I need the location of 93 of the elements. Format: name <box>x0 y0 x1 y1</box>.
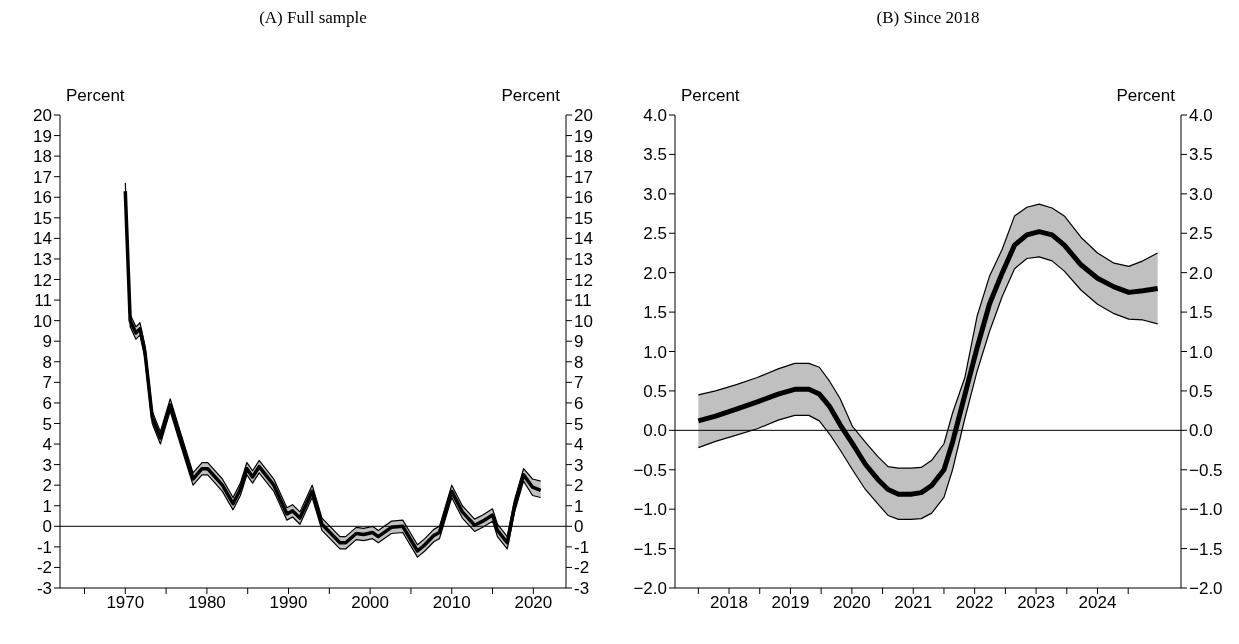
y2-tick-label: 3.0 <box>1189 184 1213 204</box>
y2-tick-label: -2 <box>574 558 590 578</box>
y2-tick-label: 8 <box>574 352 584 372</box>
y-tick-label: 6 <box>42 393 52 413</box>
y2-tick-label: 16 <box>574 188 593 208</box>
y-tick-label: 3.0 <box>643 184 667 204</box>
y-tick-label: 16 <box>33 188 52 208</box>
y-tick-label: 0.0 <box>643 421 667 441</box>
y-tick-label: 14 <box>33 229 52 249</box>
x-tick-label: 2020 <box>514 593 553 613</box>
y-tick-label: 13 <box>33 249 52 269</box>
y-tick-label: 9 <box>42 332 52 352</box>
y2-tick-label: 18 <box>574 147 593 167</box>
y-tick-label: -3 <box>36 579 52 599</box>
x-tick-label: 2020 <box>832 593 871 613</box>
y-axis-title: Percent <box>681 86 740 106</box>
y2-tick-label: 2.5 <box>1189 224 1213 244</box>
y-tick-label: 3 <box>42 455 52 475</box>
y2-tick-label: 5 <box>574 414 584 434</box>
y2-tick-label: 17 <box>574 167 593 187</box>
x-tick-label: 2018 <box>710 593 748 613</box>
y-tick-label: 2.0 <box>643 263 667 283</box>
y-tick-label: 18 <box>33 147 52 167</box>
y2-tick-label: 9 <box>574 332 584 352</box>
y2-tick-label: 0 <box>574 517 584 537</box>
y2-tick-label: 13 <box>574 249 593 269</box>
x-tick-label: 2000 <box>351 593 390 613</box>
y2-tick-label: 1.5 <box>1189 303 1213 323</box>
chart-title: (B) Since 2018 <box>875 8 981 28</box>
x-tick-label: 2019 <box>771 593 810 613</box>
y-tick-label: 4 <box>42 435 52 455</box>
x-tick-label: 2024 <box>1078 593 1117 613</box>
y-tick-label: −0.5 <box>633 460 667 480</box>
y2-axis-title: Percent <box>1116 86 1175 106</box>
y2-tick-label: 11 <box>574 291 592 311</box>
y-tick-label: 15 <box>33 208 52 228</box>
y2-tick-label: 0.0 <box>1189 421 1213 441</box>
y2-tick-label: 1.0 <box>1189 342 1213 362</box>
y-tick-label: −1.0 <box>633 500 667 520</box>
y2-tick-label: -3 <box>574 579 590 599</box>
y-tick-label: 8 <box>42 352 52 372</box>
y-tick-label: 1.0 <box>643 342 667 362</box>
y-tick-label: 10 <box>33 311 52 331</box>
y-tick-label: −2.0 <box>633 579 667 599</box>
y-tick-label: 5 <box>42 414 52 434</box>
y-tick-label: 11 <box>34 291 52 311</box>
y2-tick-label: 19 <box>574 126 593 146</box>
y-tick-label: -1 <box>36 537 52 557</box>
y2-tick-label: 20 <box>574 106 593 126</box>
y2-axis-title: Percent <box>501 86 560 106</box>
x-tick-label: 2010 <box>432 593 471 613</box>
y-tick-label: -2 <box>36 558 52 578</box>
x-tick-label: 1970 <box>106 593 145 613</box>
y2-tick-label: 3.5 <box>1189 145 1213 165</box>
y2-tick-label: 15 <box>574 208 593 228</box>
y-tick-label: 12 <box>33 270 52 290</box>
y2-tick-label: 4.0 <box>1189 106 1213 126</box>
y2-tick-label: 14 <box>574 229 593 249</box>
x-tick-label: 2021 <box>894 593 933 613</box>
y2-tick-label: 0.5 <box>1189 381 1213 401</box>
y2-tick-label: 2.0 <box>1189 263 1213 283</box>
y2-tick-label: 3 <box>574 455 584 475</box>
y2-tick-label: 2 <box>574 476 584 496</box>
y-tick-label: 20 <box>33 106 52 126</box>
x-tick-label: 1980 <box>187 593 226 613</box>
y2-tick-label: −1.0 <box>1189 500 1223 520</box>
y-tick-label: 19 <box>33 126 52 146</box>
y-axis-title: Percent <box>66 86 125 106</box>
y-tick-label: 17 <box>33 167 52 187</box>
y2-tick-label: -1 <box>574 537 590 557</box>
y-tick-label: 3.5 <box>643 145 667 165</box>
y-tick-label: 0.5 <box>643 381 667 401</box>
x-tick-label: 1990 <box>269 593 308 613</box>
y2-tick-label: 7 <box>574 373 584 393</box>
y-tick-label: 2 <box>42 476 52 496</box>
y-tick-label: −1.5 <box>633 539 667 559</box>
y2-tick-label: −1.5 <box>1189 539 1223 559</box>
y-tick-label: 0 <box>42 517 52 537</box>
y-tick-label: 7 <box>42 373 52 393</box>
y2-tick-label: 6 <box>574 393 584 413</box>
y-tick-label: 2.5 <box>643 224 667 244</box>
y2-tick-label: 10 <box>574 311 593 331</box>
y-tick-label: 1 <box>42 496 52 516</box>
y2-tick-label: 4 <box>574 435 584 455</box>
chart-title: (A) Full sample <box>258 8 368 28</box>
y2-tick-label: −2.0 <box>1189 579 1223 599</box>
y-tick-label: 1.5 <box>643 303 667 323</box>
x-tick-label: 2022 <box>955 593 994 613</box>
y2-tick-label: −0.5 <box>1189 460 1223 480</box>
y2-tick-label: 12 <box>574 270 593 290</box>
y-tick-label: 4.0 <box>643 106 667 126</box>
y2-tick-label: 1 <box>574 496 584 516</box>
x-tick-label: 2023 <box>1017 593 1055 613</box>
